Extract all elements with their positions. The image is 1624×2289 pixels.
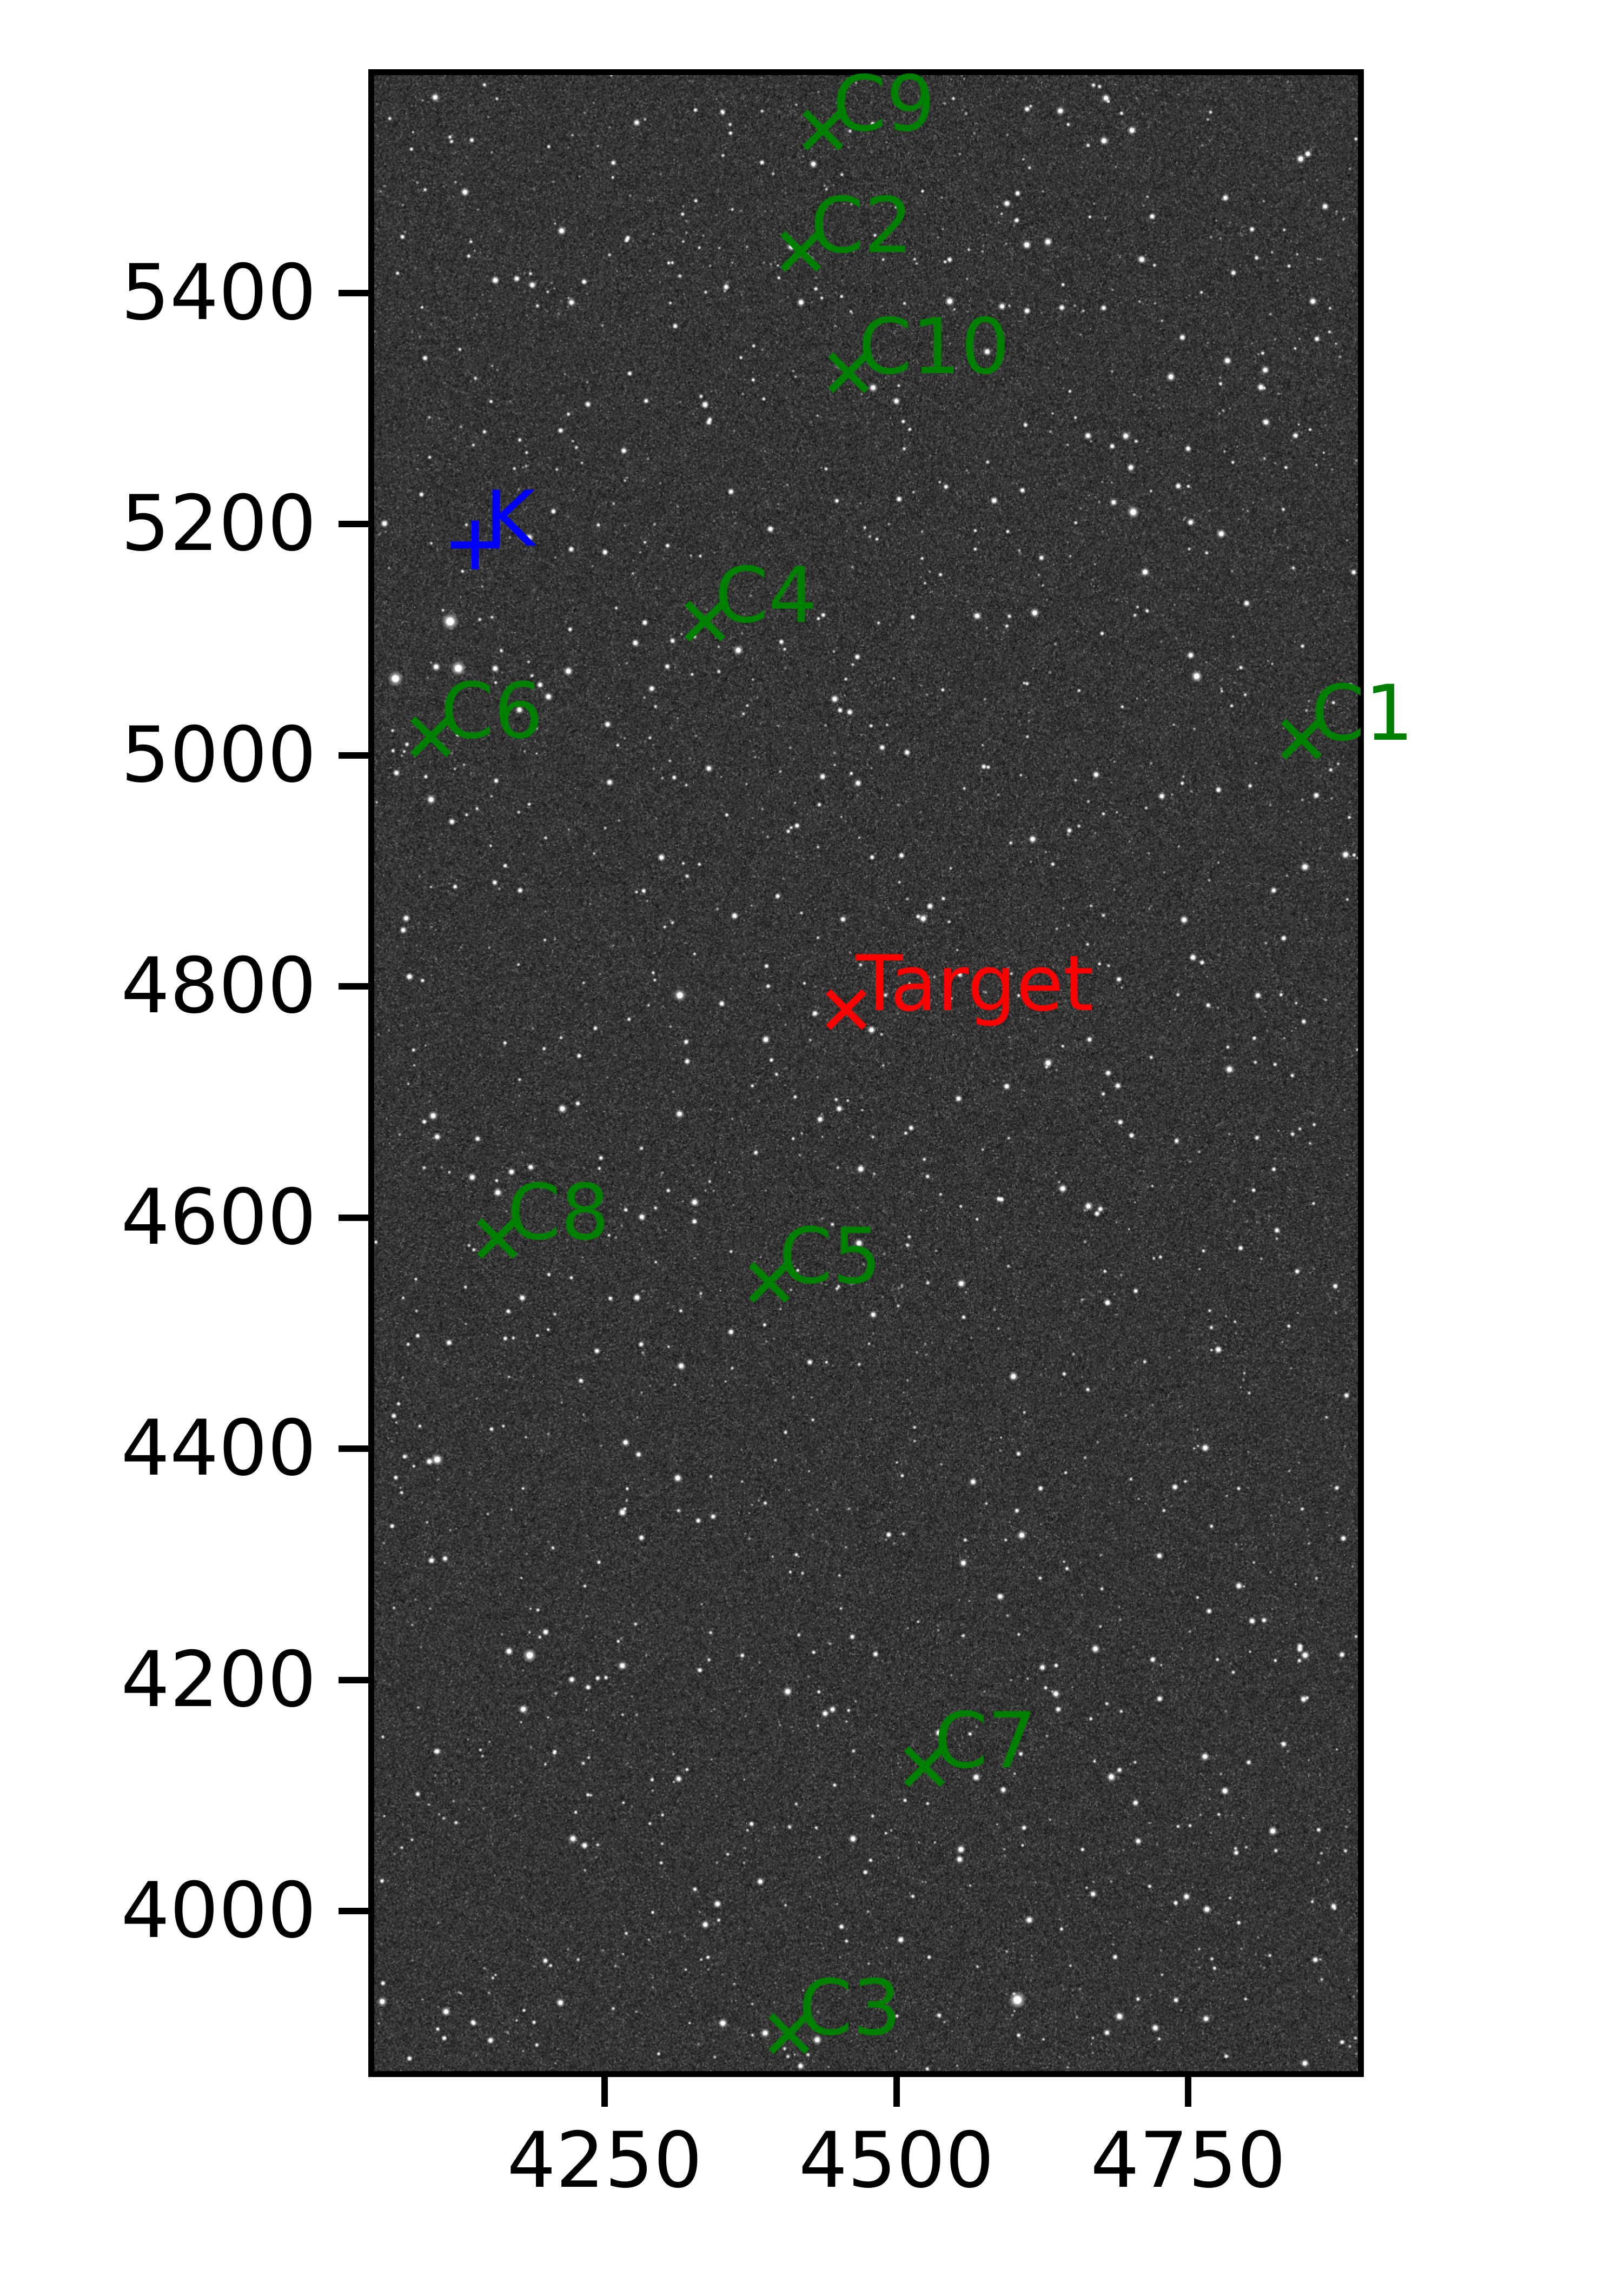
y-tick-mark	[339, 289, 368, 296]
y-tick-label: 5000	[121, 710, 316, 800]
annotation-label-c1: C1	[1311, 668, 1414, 758]
y-tick-label: 4600	[121, 1172, 316, 1262]
annotation-label-c10: C10	[858, 302, 1010, 392]
y-tick-mark	[339, 1908, 368, 1915]
x-tick-mark	[893, 2077, 900, 2107]
y-tick-label: 4200	[121, 1635, 316, 1724]
y-tick-mark	[339, 1214, 368, 1221]
annotation-label-target: Target	[856, 939, 1094, 1029]
annotation-label-c4: C4	[714, 550, 818, 640]
y-tick-mark	[339, 521, 368, 528]
annotation-label-c7: C7	[934, 1696, 1037, 1786]
y-tick-mark	[339, 983, 368, 990]
annotation-label-c2: C2	[810, 181, 913, 270]
y-tick-label: 5200	[121, 479, 316, 569]
y-tick-label: 4400	[121, 1404, 316, 1494]
y-tick-mark	[339, 1445, 368, 1452]
x-tick-label: 4500	[798, 2116, 995, 2205]
x-tick-label: 4750	[1090, 2116, 1286, 2205]
star-field-image	[374, 75, 1358, 2071]
y-tick-mark	[339, 752, 368, 759]
y-tick-label: 4800	[121, 941, 316, 1031]
annotation-label-c5: C5	[779, 1212, 881, 1302]
y-tick-mark	[339, 1676, 368, 1683]
annotation-label-c9: C9	[832, 59, 936, 149]
annotation-label-c6: C6	[440, 666, 543, 756]
y-tick-label: 4000	[121, 1866, 316, 1956]
plot-area	[368, 69, 1364, 2077]
x-tick-mark	[601, 2077, 608, 2107]
annotation-label-c8: C8	[507, 1168, 610, 1258]
x-tick-label: 4250	[507, 2116, 702, 2205]
annotation-label-k: K	[485, 474, 535, 564]
x-tick-mark	[1185, 2077, 1192, 2107]
y-tick-label: 5400	[121, 248, 316, 337]
annotation-label-c3: C3	[799, 1963, 902, 2053]
